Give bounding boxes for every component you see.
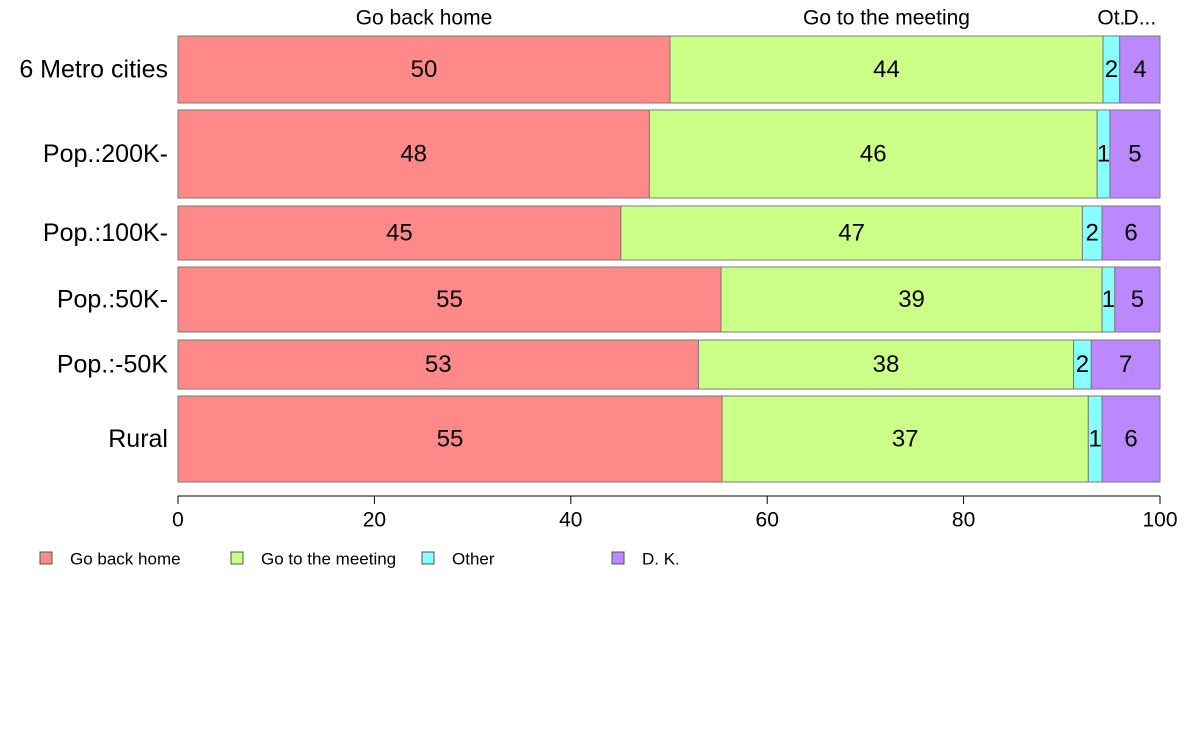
bar-segment [177, 266, 722, 333]
top-series-label: Go to the meeting [803, 7, 970, 30]
data-label: 50 [411, 56, 438, 83]
data-label: 47 [838, 220, 865, 247]
data-label: 45 [386, 220, 413, 247]
data-label: 55 [437, 426, 464, 453]
top-series-label: Ot. [1097, 7, 1125, 30]
category-label: Rural [108, 425, 168, 453]
legend-swatch [421, 551, 435, 565]
top-labels: Go back home Go to the meeting Ot.D... [356, 7, 1157, 30]
data-label: 2 [1105, 56, 1118, 83]
data-label: 46 [860, 141, 887, 168]
bar-segment [177, 35, 671, 104]
bar-segment [177, 205, 622, 261]
legend: Go back home Go to the meeting Other D. K. [39, 550, 680, 569]
data-label: 37 [892, 426, 919, 453]
category-label: Pop.:100K- [43, 219, 168, 247]
data-label: 48 [400, 141, 427, 168]
x-tick-label: 60 [756, 509, 779, 532]
x-tick-label: 20 [363, 509, 386, 532]
data-label: 44 [873, 56, 900, 83]
x-tick-label: 100 [1142, 509, 1177, 532]
data-label: 4 [1133, 56, 1146, 83]
bar-segment [648, 109, 1098, 199]
data-label: 2 [1076, 351, 1089, 378]
data-label: 38 [873, 351, 900, 378]
data-label: 39 [898, 286, 925, 313]
legend-swatch [611, 551, 625, 565]
bar-segment [1114, 266, 1161, 333]
bar-segment [1101, 395, 1161, 483]
data-label: 55 [436, 286, 463, 313]
bar-segment [720, 266, 1103, 333]
x-tick-label: 0 [172, 509, 184, 532]
x-tick-label: 80 [952, 509, 975, 532]
legend-label: D. K. [642, 550, 680, 569]
legend-label: Other [452, 550, 495, 569]
category-label: Pop.:-50K [57, 351, 169, 379]
bars: 50 44 2 448 46 1 545 47 2 655 39 1 553 38 2 755 37 1 6 [177, 35, 1161, 483]
data-label: 5 [1131, 286, 1144, 313]
data-label: 5 [1128, 141, 1141, 168]
data-label: 6 [1124, 220, 1137, 247]
category-labels: 6 Metro cities Pop.:200K- Pop.:100K- Pop.:5… [19, 56, 168, 454]
category-label: 6 Metro cities [19, 56, 168, 84]
bar-segment [697, 339, 1075, 390]
top-series-label: Go back home [356, 7, 493, 30]
bar-segment [1090, 339, 1161, 390]
data-label: 7 [1119, 351, 1132, 378]
bar-segment [669, 35, 1104, 104]
bar-segment [721, 395, 1089, 483]
x-axis: 0 20 40 60 80 100 [172, 495, 1178, 532]
data-label: 1 [1102, 286, 1115, 313]
bar-segment [177, 109, 650, 199]
data-label: 1 [1089, 426, 1102, 453]
legend-swatch [39, 551, 53, 565]
category-label: Pop.:200K- [43, 140, 168, 168]
bar-segment [1119, 35, 1161, 104]
legend-label: Go back home [70, 550, 181, 569]
data-label: 1 [1097, 141, 1110, 168]
data-label: 53 [425, 351, 452, 378]
legend-label: Go to the meeting [261, 550, 396, 569]
bar-segment [177, 339, 699, 390]
data-label: 2 [1086, 220, 1099, 247]
bar-segment [1109, 109, 1161, 199]
category-label: Pop.:50K- [57, 286, 168, 314]
bar-segment [1101, 205, 1161, 261]
data-label: 6 [1124, 426, 1137, 453]
bar-segment [620, 205, 1083, 261]
top-series-label: D... [1124, 7, 1157, 30]
x-tick-label: 40 [559, 509, 582, 532]
legend-swatch [230, 551, 244, 565]
